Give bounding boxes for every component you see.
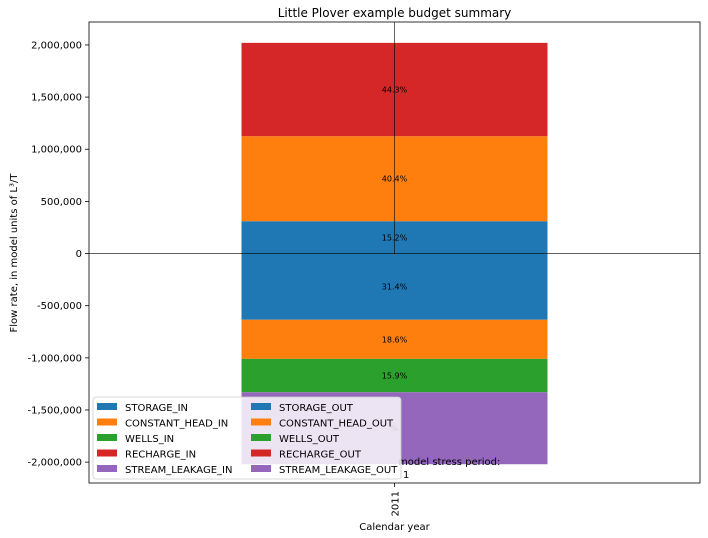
zero-and-center-lines [89,22,700,254]
legend-label-recharge-out: RECHARGE_OUT [279,450,362,461]
legend-swatch-constant-head-in [97,418,117,426]
x-axis-label: Calendar year [359,522,430,533]
annotation-line-1: model stress period: [398,457,500,468]
legend-label-wells-out: WELLS_OUT [279,434,340,445]
legend-swatch-recharge-out [251,449,271,457]
x-axis: 2011 [391,483,402,516]
legend-swatch-wells-out [251,434,271,441]
legend-swatch-stream-leakage-out [251,465,271,472]
legend-swatch-recharge-in [97,449,117,457]
legend-label-stream-leakage-in: STREAM_LEAKAGE_IN [125,465,232,476]
legend-label-constant-head-out: CONSTANT_HEAD_OUT [279,419,394,430]
legend-swatch-stream-leakage-in [97,465,117,472]
legend-box [92,396,402,480]
bar-wells-out [241,358,548,393]
legend: STORAGE_IN CONSTANT_HEAD_IN WELLS_IN RECHAR… [92,396,402,480]
y-tick-label: 1,500,000 [31,93,82,104]
y-tick-label: -1,000,000 [27,353,82,364]
y-tick-label: 1,000,000 [31,145,82,156]
legend-swatch-constant-head-out [251,418,271,426]
y-tick-label: -1,500,000 [27,405,82,416]
legend-swatch-storage-in [97,403,117,410]
chart-title: Little Plover example budget summary [278,6,512,20]
data-label-constant-head-out: 18.6% [382,335,408,344]
y-tick-label: -2,000,000 [27,458,82,469]
bar-constant-head-out [241,319,548,359]
legend-label-stream-leakage-out: STREAM_LEAKAGE_OUT [279,465,398,476]
y-tick-label: 500,000 [41,197,82,208]
legend-label-recharge-in: RECHARGE_IN [125,450,196,461]
legend-swatch-storage-out [251,403,271,410]
y-axis-label: Flow rate, in model units of L³/T [9,173,20,333]
y-tick-label: -500,000 [37,301,82,312]
annotation-line-2: 1 [403,470,409,481]
legend-label-storage-in: STORAGE_IN [125,403,188,414]
y-tick-label: 2,000,000 [31,40,82,51]
stress-period-annotation: model stress period: 1 [398,457,500,481]
bar-storage-out [241,253,548,320]
data-label-storage-out: 31.4% [382,283,408,292]
y-axis: 2,000,000 1,500,000 1,000,000 500,000 0 -500,… [27,40,89,469]
y-tick-label: 0 [76,249,82,260]
x-tick-label: 2011 [391,491,402,516]
plot-frame [88,21,701,484]
legend-swatch-wells-in [97,434,117,441]
legend-label-wells-in: WELLS_IN [125,434,174,445]
legend-label-constant-head-in: CONSTANT_HEAD_IN [125,419,228,430]
legend-label-storage-out: STORAGE_OUT [279,403,354,414]
data-label-wells-out: 15.9% [382,372,408,381]
